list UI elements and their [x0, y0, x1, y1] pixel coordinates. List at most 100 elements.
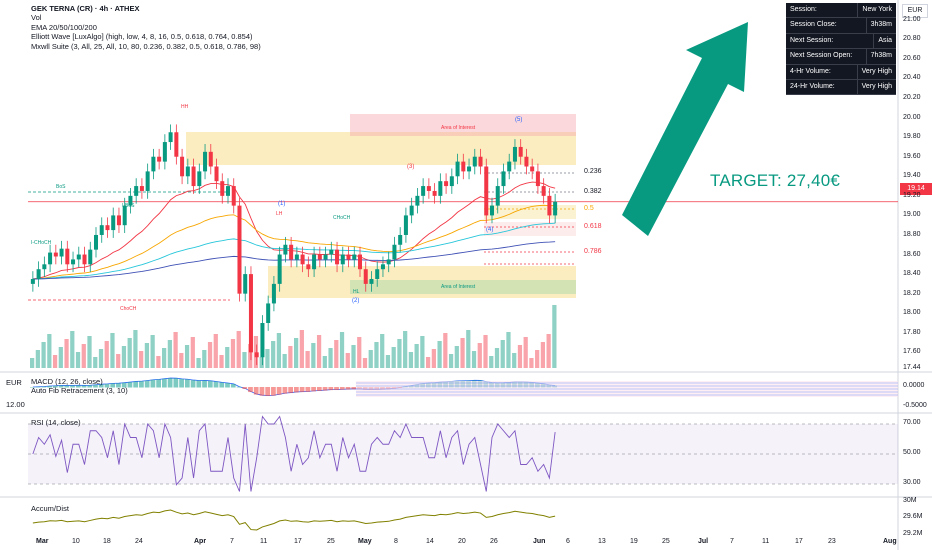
support-zone: [268, 266, 576, 298]
candle-body: [99, 225, 104, 235]
volume-bar: [460, 338, 465, 368]
volume-bar: [81, 344, 86, 368]
indicator-elliott[interactable]: Elliott Wave [LuxAlgo] (high, low, 4, 8,…: [31, 32, 253, 42]
volume-bar: [144, 343, 150, 368]
volume-bar: [104, 341, 109, 368]
candle-body: [116, 215, 121, 226]
volume-bar: [512, 353, 517, 368]
macd-histogram-bar: [127, 382, 133, 388]
session-row: Session: New York: [786, 3, 896, 19]
volume-bar: [98, 349, 104, 368]
candle-body: [421, 186, 426, 196]
macd-histogram-bar: [322, 387, 328, 391]
candle-body: [478, 156, 483, 167]
macd-histogram-bar: [265, 387, 271, 397]
price-tick: 17.44: [903, 364, 921, 371]
indicator-vol[interactable]: Vol: [31, 13, 42, 23]
volume-bar: [535, 350, 540, 368]
time-tick: 14: [426, 538, 434, 545]
fib-label: 0.382: [584, 188, 602, 195]
wave-label: ChoCH: [120, 306, 137, 312]
volume-bar: [47, 334, 52, 368]
macd-histogram-bar: [213, 381, 219, 388]
resistance-zone: [186, 132, 576, 165]
macd-histogram-bar: [202, 380, 207, 388]
candle-body: [185, 166, 190, 177]
macd-histogram-bar: [351, 387, 357, 390]
price-tick: 19.60: [903, 152, 921, 160]
macd-left-value: 12.00: [6, 400, 25, 409]
volume-bar: [374, 342, 379, 368]
time-tick: Aug: [883, 538, 897, 545]
volume-bar: [139, 351, 144, 368]
candle-body: [363, 269, 368, 284]
candle-body: [444, 181, 449, 187]
candle-body: [323, 254, 328, 260]
indicator-ema[interactable]: EMA 20/50/100/200: [31, 22, 97, 32]
volume-bar: [391, 347, 396, 368]
volume-bar: [316, 335, 322, 368]
candle-body: [111, 215, 116, 231]
volume-bar: [517, 345, 523, 368]
candle-body: [507, 161, 512, 172]
price-tick: 19.80: [903, 133, 921, 141]
indicator-mxwll[interactable]: Mxwll Suite (3, All, 25, All, 10, 80, 0.…: [31, 41, 261, 51]
accum-tick: 29.2M: [903, 530, 923, 537]
candle-body: [134, 186, 139, 196]
wave-label: (5): [515, 117, 523, 123]
macd-histogram-bar: [225, 382, 230, 388]
volume-bar: [219, 355, 224, 368]
price-tick: 18.60: [903, 250, 921, 258]
macd-histogram-bar: [328, 387, 334, 391]
macd-histogram-bar: [150, 379, 156, 388]
volume-bar: [288, 346, 293, 368]
autofib-label[interactable]: Auto Fib Retracement (3, 10): [31, 386, 128, 395]
macd-histogram-bar: [41, 386, 47, 388]
volume-bar: [35, 350, 40, 368]
volume-bar: [202, 350, 207, 368]
macd-histogram-bar: [339, 387, 345, 390]
price-tick: 19.40: [903, 172, 921, 180]
session-table: Session: New York Session Close: 3h38m Nex…: [786, 3, 896, 96]
volume-bar: [311, 343, 316, 368]
time-tick: 18: [103, 538, 111, 545]
price-tick: 19.00: [903, 211, 921, 219]
price-tick: 18.00: [903, 309, 921, 317]
volume-bar: [448, 354, 454, 368]
ema-200-line: [32, 241, 556, 280]
macd-histogram-bar: [52, 385, 58, 388]
volume-bar: [87, 336, 92, 368]
volume-bar: [127, 338, 132, 368]
candle-body: [426, 186, 431, 191]
price-tick: 17.60: [903, 348, 921, 356]
volume-bar: [443, 333, 448, 368]
price-tick: 18.20: [903, 289, 921, 297]
session-row: Next Session Open: 7h38m: [786, 49, 896, 65]
time-tick: 25: [327, 538, 335, 545]
volume-bar: [529, 358, 534, 368]
ema-20-line: [32, 181, 556, 280]
candle-body: [231, 186, 236, 206]
macd-histogram-bar: [93, 384, 98, 388]
macd-histogram-bar: [81, 385, 87, 388]
candle-body: [254, 352, 259, 358]
accum-label[interactable]: Accum/Dist: [31, 504, 69, 513]
rsi-label[interactable]: RSI (14, close): [31, 418, 81, 427]
macd-histogram-bar: [334, 387, 339, 391]
macd-histogram-bar: [276, 387, 282, 395]
macd-histogram-bar: [144, 380, 150, 388]
macd-histogram-bar: [316, 387, 322, 392]
macd-histogram-bar: [242, 387, 248, 389]
volume-bar: [162, 348, 167, 368]
zone-label: Area of Interest: [441, 125, 476, 131]
time-tick: 11: [762, 538, 770, 545]
currency-badge[interactable]: EUR: [902, 4, 928, 18]
symbol-title[interactable]: GEK TERNA (CR) · 4h · ATHEX: [31, 4, 140, 13]
volume-bar: [403, 331, 408, 368]
candle-body: [346, 254, 351, 260]
accum-dist-line: [32, 509, 556, 531]
macd-label[interactable]: MACD (12, 26, close): [31, 377, 103, 386]
volume-bar: [184, 345, 190, 368]
volume-bar: [357, 337, 362, 368]
